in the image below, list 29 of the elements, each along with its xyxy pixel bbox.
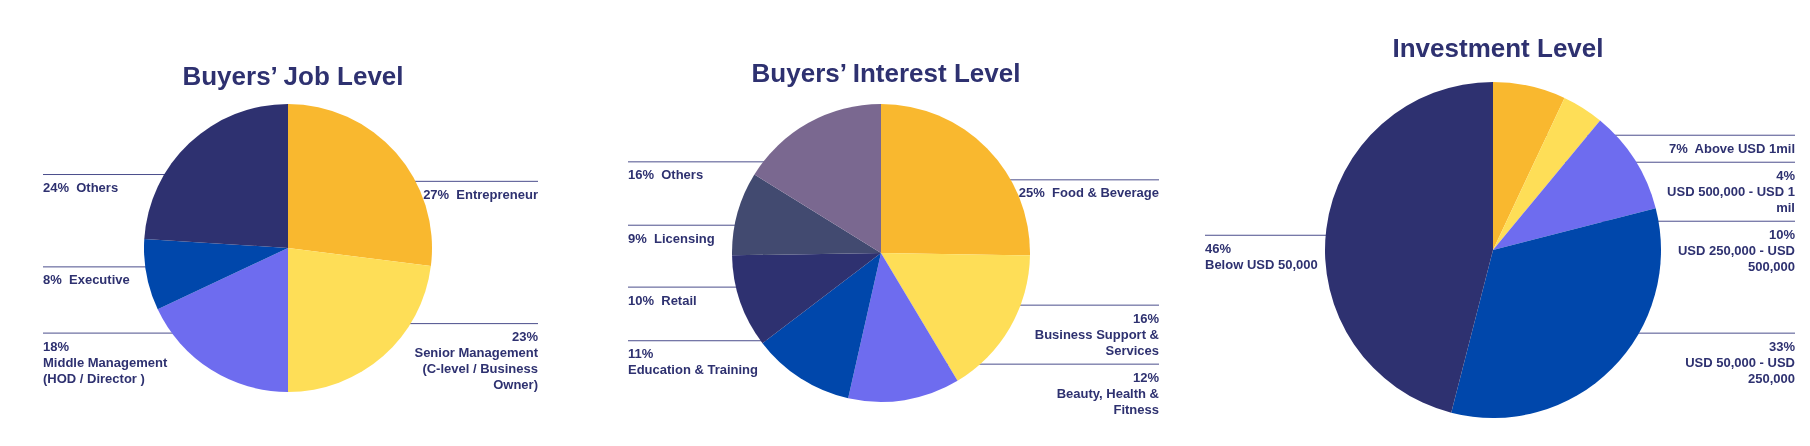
- slice-label: Senior Management (C-level / Business Owner): [414, 345, 539, 393]
- slice-label: 16% Others: [628, 167, 704, 183]
- slice-label: USD 50,000 - USD 250,000: [1685, 354, 1795, 386]
- slice-label: 9% Licensing: [628, 230, 715, 246]
- slice-label: USD 500,000 - USD 1 mil: [1667, 183, 1795, 215]
- slice-label: 27% Entrepreneur: [423, 186, 538, 202]
- slice-label: Business Support & Services: [1034, 326, 1159, 358]
- data-label: 11%: [628, 346, 654, 362]
- chart-title: Buyers’ Interest Level: [751, 58, 1021, 88]
- data-label: 18%: [43, 338, 70, 354]
- slice-label: USD 250,000 - USD 500,000: [1677, 242, 1795, 274]
- chart-title: Investment Level: [1392, 33, 1604, 63]
- data-label: 46%: [1205, 240, 1232, 256]
- slice-label: Beauty, Health & Fitness: [1056, 385, 1159, 417]
- slice-label: Middle Management (HOD / Director ): [43, 354, 168, 386]
- slice-label: 10% Retail: [628, 292, 697, 308]
- slice-label: Education & Training: [628, 362, 759, 378]
- data-label: 33%: [1768, 338, 1796, 354]
- slice-label: 25% Food & Beverage: [1018, 185, 1159, 201]
- slice-label: Below USD 50,000: [1205, 256, 1318, 272]
- data-label: 4%: [1776, 167, 1796, 183]
- chart-title: Buyers’ Job Level: [182, 61, 404, 91]
- data-label: 10%: [1768, 226, 1796, 242]
- slice-label: 8% Executive: [43, 272, 130, 288]
- data-label: 16%: [1132, 310, 1160, 326]
- data-label: 12%: [1132, 369, 1160, 385]
- data-label: 23%: [511, 329, 539, 345]
- slice-label: 7% Above USD 1mil: [1669, 140, 1795, 156]
- slice-label: 24% Others: [43, 180, 119, 196]
